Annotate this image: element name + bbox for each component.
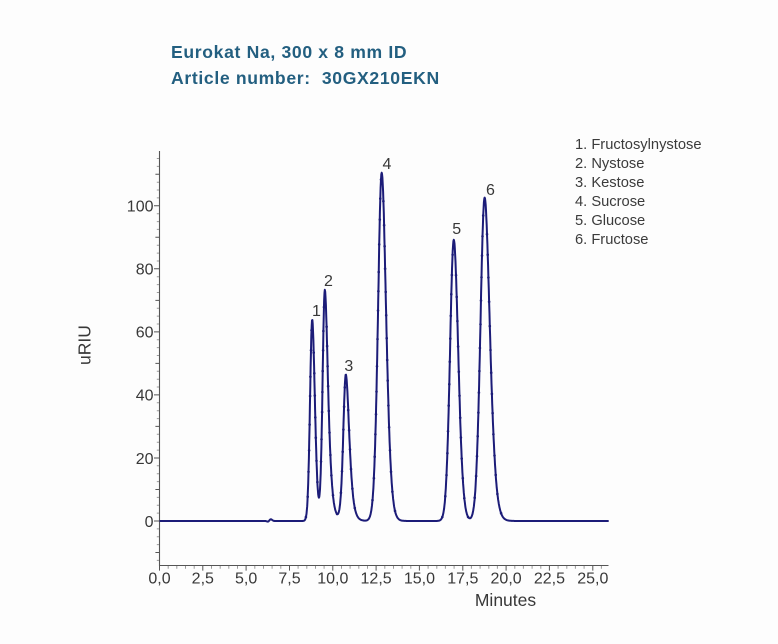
svg-text:1: 1 bbox=[312, 303, 321, 320]
svg-text:2: 2 bbox=[324, 273, 333, 290]
svg-text:15,0: 15,0 bbox=[404, 571, 435, 588]
svg-text:80: 80 bbox=[136, 262, 154, 279]
svg-text:40: 40 bbox=[136, 388, 154, 405]
svg-text:0: 0 bbox=[145, 514, 154, 531]
svg-text:7,5: 7,5 bbox=[278, 571, 300, 588]
svg-text:0,0: 0,0 bbox=[148, 571, 170, 588]
svg-text:20: 20 bbox=[136, 451, 154, 468]
svg-text:uRIU: uRIU bbox=[75, 325, 95, 365]
svg-text:6: 6 bbox=[486, 182, 495, 199]
svg-text:100: 100 bbox=[127, 199, 154, 216]
svg-text:20,0: 20,0 bbox=[491, 571, 522, 588]
svg-text:10,0: 10,0 bbox=[317, 571, 348, 588]
svg-text:22,5: 22,5 bbox=[534, 571, 565, 588]
svg-text:60: 60 bbox=[136, 325, 154, 342]
svg-text:5,0: 5,0 bbox=[235, 571, 257, 588]
svg-text:2,5: 2,5 bbox=[192, 571, 214, 588]
svg-text:Minutes: Minutes bbox=[475, 590, 537, 610]
svg-text:25,0: 25,0 bbox=[577, 571, 608, 588]
svg-text:5: 5 bbox=[452, 221, 461, 238]
svg-text:17,5: 17,5 bbox=[447, 571, 478, 588]
svg-text:12,5: 12,5 bbox=[361, 571, 392, 588]
svg-text:4: 4 bbox=[383, 156, 392, 173]
svg-text:3: 3 bbox=[344, 358, 353, 375]
